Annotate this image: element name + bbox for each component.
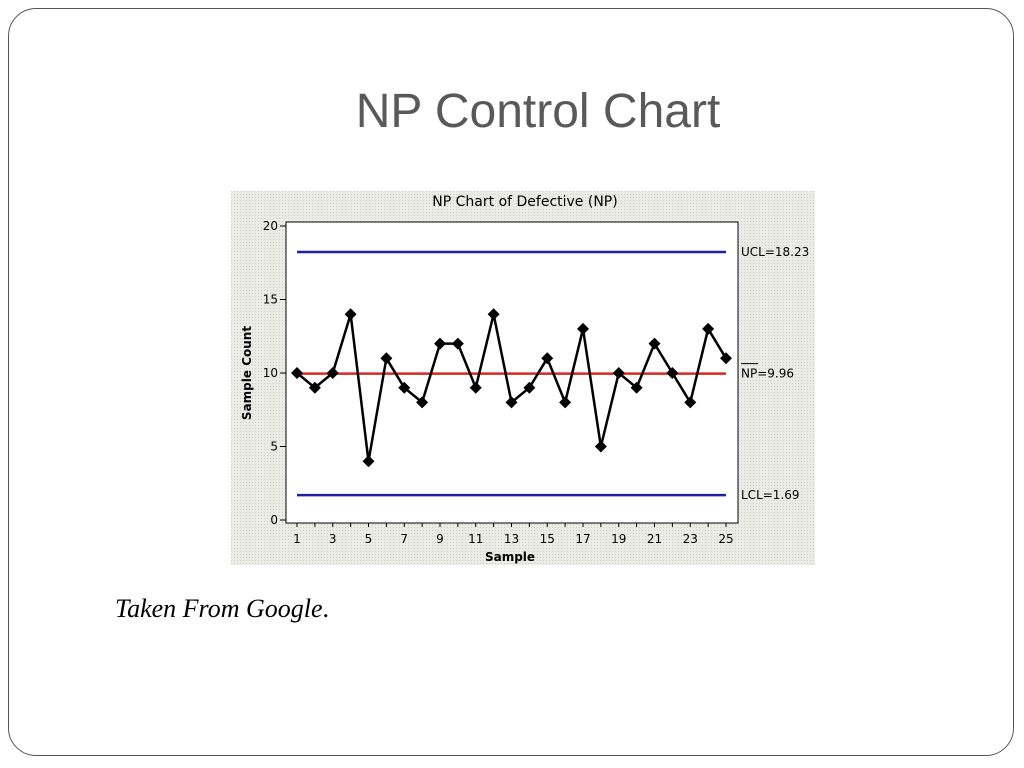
data-point	[308, 381, 321, 394]
slide-title: NP Control Chart	[355, 85, 721, 138]
y-tick-label: 5	[270, 440, 278, 454]
data-point	[612, 367, 625, 379]
x-tick-label: 21	[647, 532, 662, 546]
control-line-label: UCL=18.23	[741, 245, 809, 259]
x-tick-label: 13	[504, 532, 519, 546]
y-tick-label: 20	[263, 219, 278, 233]
x-tick-label: 17	[575, 532, 590, 546]
control-line-label-value: =9.96	[757, 367, 794, 381]
data-point	[702, 322, 715, 335]
x-tick-label: 9	[436, 532, 444, 546]
data-point	[434, 337, 446, 350]
x-tick-label: 3	[329, 532, 337, 546]
x-tick-label: 1	[293, 532, 301, 546]
data-point	[684, 396, 697, 409]
data-point	[666, 367, 679, 379]
data-point	[487, 308, 500, 321]
data-point	[326, 367, 339, 379]
data-point	[380, 352, 393, 365]
y-tick-label: 0	[270, 513, 278, 527]
data-point	[577, 322, 589, 335]
data-point	[594, 440, 607, 453]
control-line-label-symbol: NP	[741, 367, 757, 381]
x-tick-label: 11	[468, 532, 483, 546]
x-tick-label: 25	[718, 532, 733, 546]
data-point	[469, 381, 482, 394]
np-control-chart: NP Chart of Defective (NP) Sample Sample…	[231, 191, 815, 565]
x-axis-label: Sample	[485, 550, 535, 564]
data-point	[648, 337, 661, 350]
y-axis-label: Sample Count	[240, 326, 254, 420]
control-line-label: NP=9.96	[741, 367, 794, 381]
data-point	[630, 381, 643, 394]
data-point	[291, 367, 303, 379]
chart-title: NP Chart of Defective (NP)	[432, 194, 617, 210]
caption: Taken From Google.	[115, 594, 329, 624]
control-line-label: LCL=1.69	[741, 488, 800, 502]
data-point	[362, 455, 375, 468]
data-point	[523, 381, 536, 394]
control-lines-layer: UCL=18.23 NP=9.96 LCL=1.69	[297, 245, 809, 502]
data-point	[416, 396, 429, 409]
series-layer	[291, 308, 732, 468]
x-tick-label: 19	[611, 532, 626, 546]
data-point	[344, 308, 357, 321]
x-tick-label: 5	[365, 532, 373, 546]
x-tick-label: 7	[400, 532, 408, 546]
data-point	[541, 352, 554, 365]
caption-period: .	[322, 594, 330, 623]
data-point	[505, 396, 518, 409]
y-tick-label: 10	[263, 366, 278, 380]
data-point	[451, 337, 464, 350]
x-tick-label: 15	[540, 532, 555, 546]
data-point	[398, 381, 411, 394]
y-tick-label: 15	[263, 293, 278, 307]
data-point	[720, 352, 732, 365]
x-tick-label: 23	[683, 532, 698, 546]
data-point	[559, 396, 572, 409]
caption-text: Taken From Google	[115, 594, 323, 623]
chart-panel: NP Chart of Defective (NP) Sample Sample…	[231, 191, 815, 565]
